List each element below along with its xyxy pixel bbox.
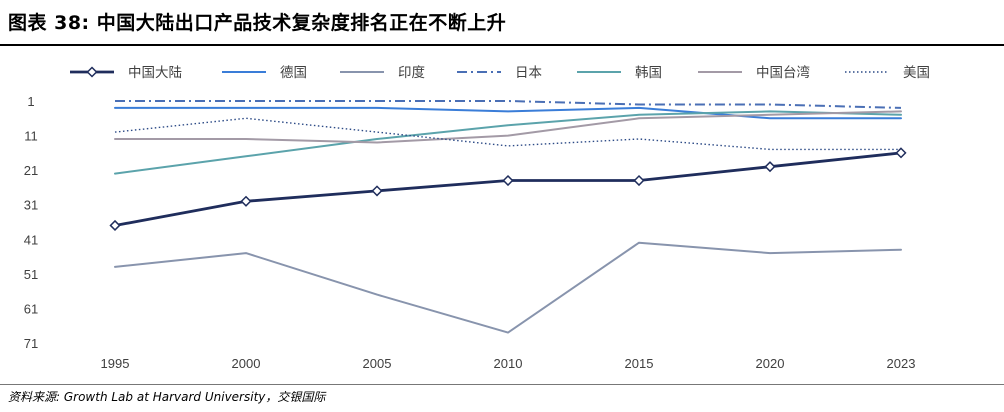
data-point-1-1 [109,219,121,232]
x-axis: 1995 2000 2005 2010 2015 2020 2023 [101,356,916,371]
x-tick-label-1: 1995 [101,356,130,371]
x-tick-label-4: 2010 [494,356,523,371]
data-point-1-4 [502,174,514,187]
y-tick-label-3: 21 [24,163,38,178]
data-point-1-7 [895,147,907,159]
legend-label-7: 美国 [903,65,930,81]
series-line-5 [114,110,902,175]
y-tick-label-6: 51 [24,267,38,282]
data-point-1-2 [240,195,252,207]
x-tick-label-6: 2020 [756,356,785,371]
source-divider [0,384,1004,385]
legend-label-4: 日本 [515,65,543,81]
series-line-6 [114,110,902,144]
series-line-7 [114,117,901,151]
legend-label-5: 韩国 [635,65,662,81]
y-tick-label-1: 1 [27,94,34,109]
figure-title: 图表 38: 中国大陆出口产品技术复杂度排名正在不断上升 [8,12,507,34]
series-line-1 [113,151,903,227]
y-tick-label-5: 41 [24,232,38,247]
title-divider [0,44,1004,46]
x-tick-label-2: 2000 [232,356,261,371]
legend-label-6: 中国台湾 [756,64,810,81]
data-point-1-3 [371,185,383,197]
legend-label-1: 中国大陆 [128,65,182,81]
legend-label-3: 印度 [398,65,425,81]
series-line-3 [114,241,902,334]
legend-label-2: 德国 [280,65,307,81]
plot-area [109,100,907,334]
series-line-4 [115,100,902,109]
x-tick-label-7: 2023 [887,356,916,371]
chart-legend: 中国大陆 德国 印度 日本 韩国 中国台湾 美国 [70,64,930,81]
y-tick-label-7: 61 [24,301,38,316]
source-note: 资料来源: Growth Lab at Harvard University，交… [8,390,326,404]
y-tick-label-4: 31 [24,198,38,213]
y-tick-label-8: 71 [24,336,38,351]
x-tick-label-5: 2015 [625,356,654,371]
x-tick-label-3: 2005 [363,356,392,371]
data-point-1-5 [633,174,645,187]
data-point-1-6 [764,161,776,173]
y-tick-label-2: 11 [24,129,38,144]
legend-marker-1 [86,66,98,78]
series-line-2 [114,106,902,120]
